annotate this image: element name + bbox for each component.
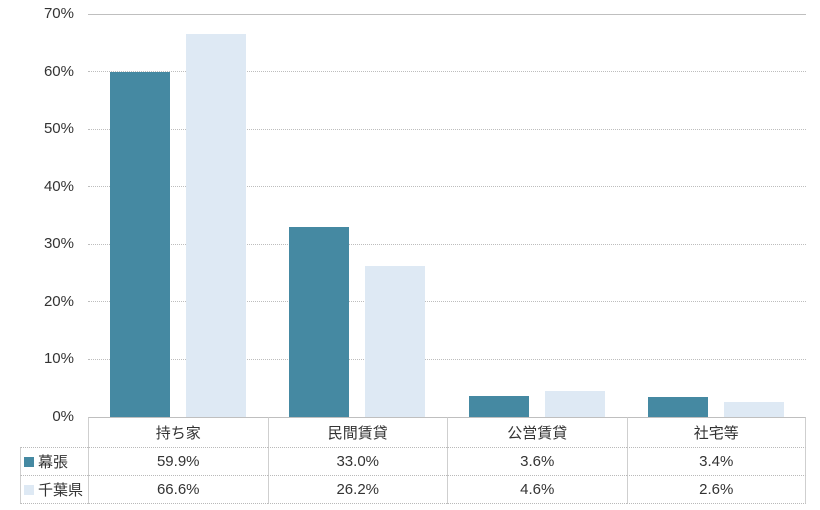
bar-makuhari-cat1 bbox=[109, 72, 170, 417]
table-value-cell: 2.6% bbox=[626, 475, 806, 504]
gridline bbox=[88, 301, 806, 303]
legend-row-header: 幕張 bbox=[20, 447, 88, 475]
gridline bbox=[88, 13, 806, 15]
bar-makuhari-cat3 bbox=[468, 396, 529, 417]
bar-chiba-cat1 bbox=[185, 33, 246, 417]
table-column-header: 民間賃貸 bbox=[267, 417, 447, 447]
gridline bbox=[88, 243, 806, 245]
legend-series-label: 幕張 bbox=[38, 454, 69, 471]
y-axis-label: 0% bbox=[52, 408, 74, 425]
gridline bbox=[88, 358, 806, 360]
y-axis-label: 30% bbox=[43, 235, 74, 253]
table-value-cell: 3.6% bbox=[447, 447, 627, 475]
y-axis-label: 60% bbox=[43, 62, 74, 80]
legend-swatch-icon bbox=[24, 456, 34, 467]
legend-row-header: 千葉県 bbox=[20, 475, 88, 504]
table-value-cell: 66.6% bbox=[88, 475, 268, 504]
table-value-cell: 26.2% bbox=[267, 475, 447, 504]
table-value-cell: 3.4% bbox=[626, 447, 806, 475]
legend-series-label: 千葉県 bbox=[38, 482, 84, 499]
legend-swatch-icon bbox=[24, 484, 34, 495]
bar-makuhari-cat4 bbox=[648, 397, 709, 417]
bar-chiba-cat4 bbox=[724, 402, 785, 417]
table-column-header: 持ち家 bbox=[88, 417, 268, 447]
bar-makuhari-cat2 bbox=[289, 227, 350, 417]
table-column-header: 社宅等 bbox=[626, 417, 806, 447]
table-value-cell: 4.6% bbox=[447, 475, 627, 504]
table-column-header: 公営賃貸 bbox=[447, 417, 627, 447]
gridline bbox=[88, 186, 806, 188]
y-axis-label: 40% bbox=[43, 177, 74, 195]
bar-chiba-cat3 bbox=[544, 390, 605, 417]
y-axis-label: 10% bbox=[43, 350, 74, 368]
gridline bbox=[88, 128, 806, 130]
bar-chiba-cat2 bbox=[365, 266, 426, 417]
table-value-cell: 59.9% bbox=[88, 447, 268, 475]
table-value-cell: 33.0% bbox=[267, 447, 447, 475]
y-axis-label: 20% bbox=[43, 292, 74, 310]
gridline bbox=[88, 71, 806, 73]
data-table: 持ち家 民間賃貸 公営賃貸 社宅等幕張 59.9% 33.0% 3.6% 3.4% 千葉県 66.… bbox=[20, 417, 806, 504]
y-axis-label: 70% bbox=[43, 5, 74, 22]
y-axis-label: 50% bbox=[43, 120, 74, 138]
